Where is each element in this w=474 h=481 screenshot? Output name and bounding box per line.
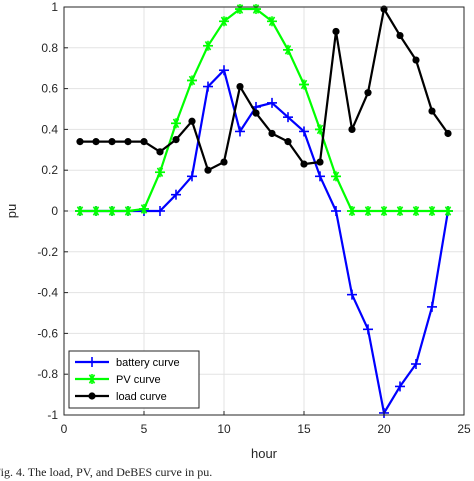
- y-axis-label: pu: [4, 204, 19, 218]
- y-tick-label: -0.2: [37, 245, 58, 259]
- data-point: [364, 89, 372, 97]
- data-point: [299, 79, 309, 90]
- legend-label: PV curve: [116, 374, 161, 386]
- data-point: [108, 138, 116, 146]
- x-tick-label: 20: [377, 422, 391, 436]
- figure-caption: Fig. 4. The load, PV, and DeBES curve in…: [0, 465, 213, 479]
- data-point: [188, 117, 196, 125]
- x-tick-label: 10: [217, 422, 231, 436]
- data-point: [363, 206, 373, 216]
- data-point: [92, 138, 100, 146]
- x-tick-label: 25: [457, 422, 471, 436]
- data-point: [171, 189, 181, 200]
- legend-item: battery curve: [75, 357, 180, 369]
- data-point: [412, 56, 420, 64]
- y-tick-label: -0.4: [37, 286, 58, 300]
- data-point: [219, 65, 229, 76]
- data-point: [268, 129, 276, 138]
- data-point: [204, 166, 212, 174]
- data-point: [396, 31, 404, 40]
- y-tick-label: 1: [51, 0, 58, 14]
- data-point: [123, 206, 133, 216]
- data-point: [411, 359, 421, 369]
- data-point: [156, 148, 164, 156]
- data-point: [347, 206, 357, 216]
- data-point: [220, 158, 228, 166]
- data-point: [363, 324, 373, 335]
- x-axis-label: hour: [251, 446, 278, 461]
- data-point: [187, 75, 197, 86]
- data-point: [267, 97, 277, 108]
- data-point: [235, 4, 245, 15]
- data-point: [107, 206, 117, 216]
- y-tick-label: -0.8: [37, 367, 58, 381]
- data-point: [203, 81, 213, 92]
- series-load-curve: [76, 5, 452, 174]
- data-point: [283, 44, 293, 55]
- data-point: [172, 136, 180, 144]
- data-point: [236, 82, 244, 91]
- data-point: [87, 357, 97, 367]
- data-point: [203, 40, 213, 51]
- data-point: [87, 374, 97, 384]
- data-point: [284, 138, 292, 146]
- series-PV-curve: [75, 4, 453, 216]
- y-tick-label: 0: [51, 204, 58, 218]
- data-point: [347, 289, 357, 300]
- data-point: [411, 206, 421, 216]
- data-point: [251, 4, 261, 15]
- data-point: [75, 206, 85, 216]
- legend-item: PV curve: [75, 374, 161, 386]
- data-point: [331, 171, 341, 182]
- y-tick-label: -1: [47, 408, 58, 422]
- data-point: [219, 16, 229, 27]
- data-point: [300, 160, 308, 168]
- y-tick-label: 0.8: [41, 41, 58, 55]
- data-point: [283, 112, 293, 123]
- data-point: [139, 203, 149, 214]
- data-point: [395, 381, 405, 392]
- data-point: [76, 138, 84, 146]
- data-point: [444, 129, 452, 138]
- data-point: [155, 206, 165, 216]
- legend-item: load curve: [75, 391, 167, 403]
- data-point: [395, 206, 405, 216]
- y-tick-label: 0.2: [41, 163, 58, 177]
- y-tick-label: 0.6: [41, 82, 58, 96]
- data-point: [316, 158, 324, 166]
- y-tick-label: -0.6: [37, 326, 58, 340]
- y-tick-label: 0.4: [41, 122, 58, 136]
- data-point: [428, 107, 436, 115]
- data-point: [155, 167, 165, 178]
- data-point: [187, 171, 197, 182]
- data-point: [315, 171, 325, 182]
- x-tick-label: 0: [61, 422, 68, 436]
- series-line: [80, 7, 448, 213]
- data-point: [379, 206, 389, 216]
- data-point: [171, 118, 181, 129]
- data-point: [331, 206, 341, 216]
- data-point: [235, 126, 245, 137]
- data-point: [332, 27, 340, 36]
- data-point: [427, 301, 437, 312]
- data-point: [427, 206, 437, 216]
- data-point: [140, 138, 148, 146]
- data-point: [124, 138, 132, 146]
- x-tick-label: 15: [297, 422, 311, 436]
- data-point: [252, 109, 260, 117]
- data-point: [443, 206, 453, 216]
- data-point: [267, 16, 277, 27]
- data-point: [88, 392, 96, 400]
- data-point: [299, 126, 309, 137]
- ticks: 0 5 10 15 20 25 -1 -0.8 -0.6 -0.4 -0.2 0 0.2 0.4 0.6 0.…: [37, 0, 471, 436]
- data-point: [91, 206, 101, 216]
- legend-label: load curve: [116, 391, 167, 403]
- data-point: [348, 125, 356, 133]
- legend-label: battery curve: [116, 357, 180, 369]
- x-tick-label: 5: [141, 422, 148, 436]
- legend: battery curve PV curve load curve: [68, 350, 200, 409]
- series-line: [80, 7, 449, 172]
